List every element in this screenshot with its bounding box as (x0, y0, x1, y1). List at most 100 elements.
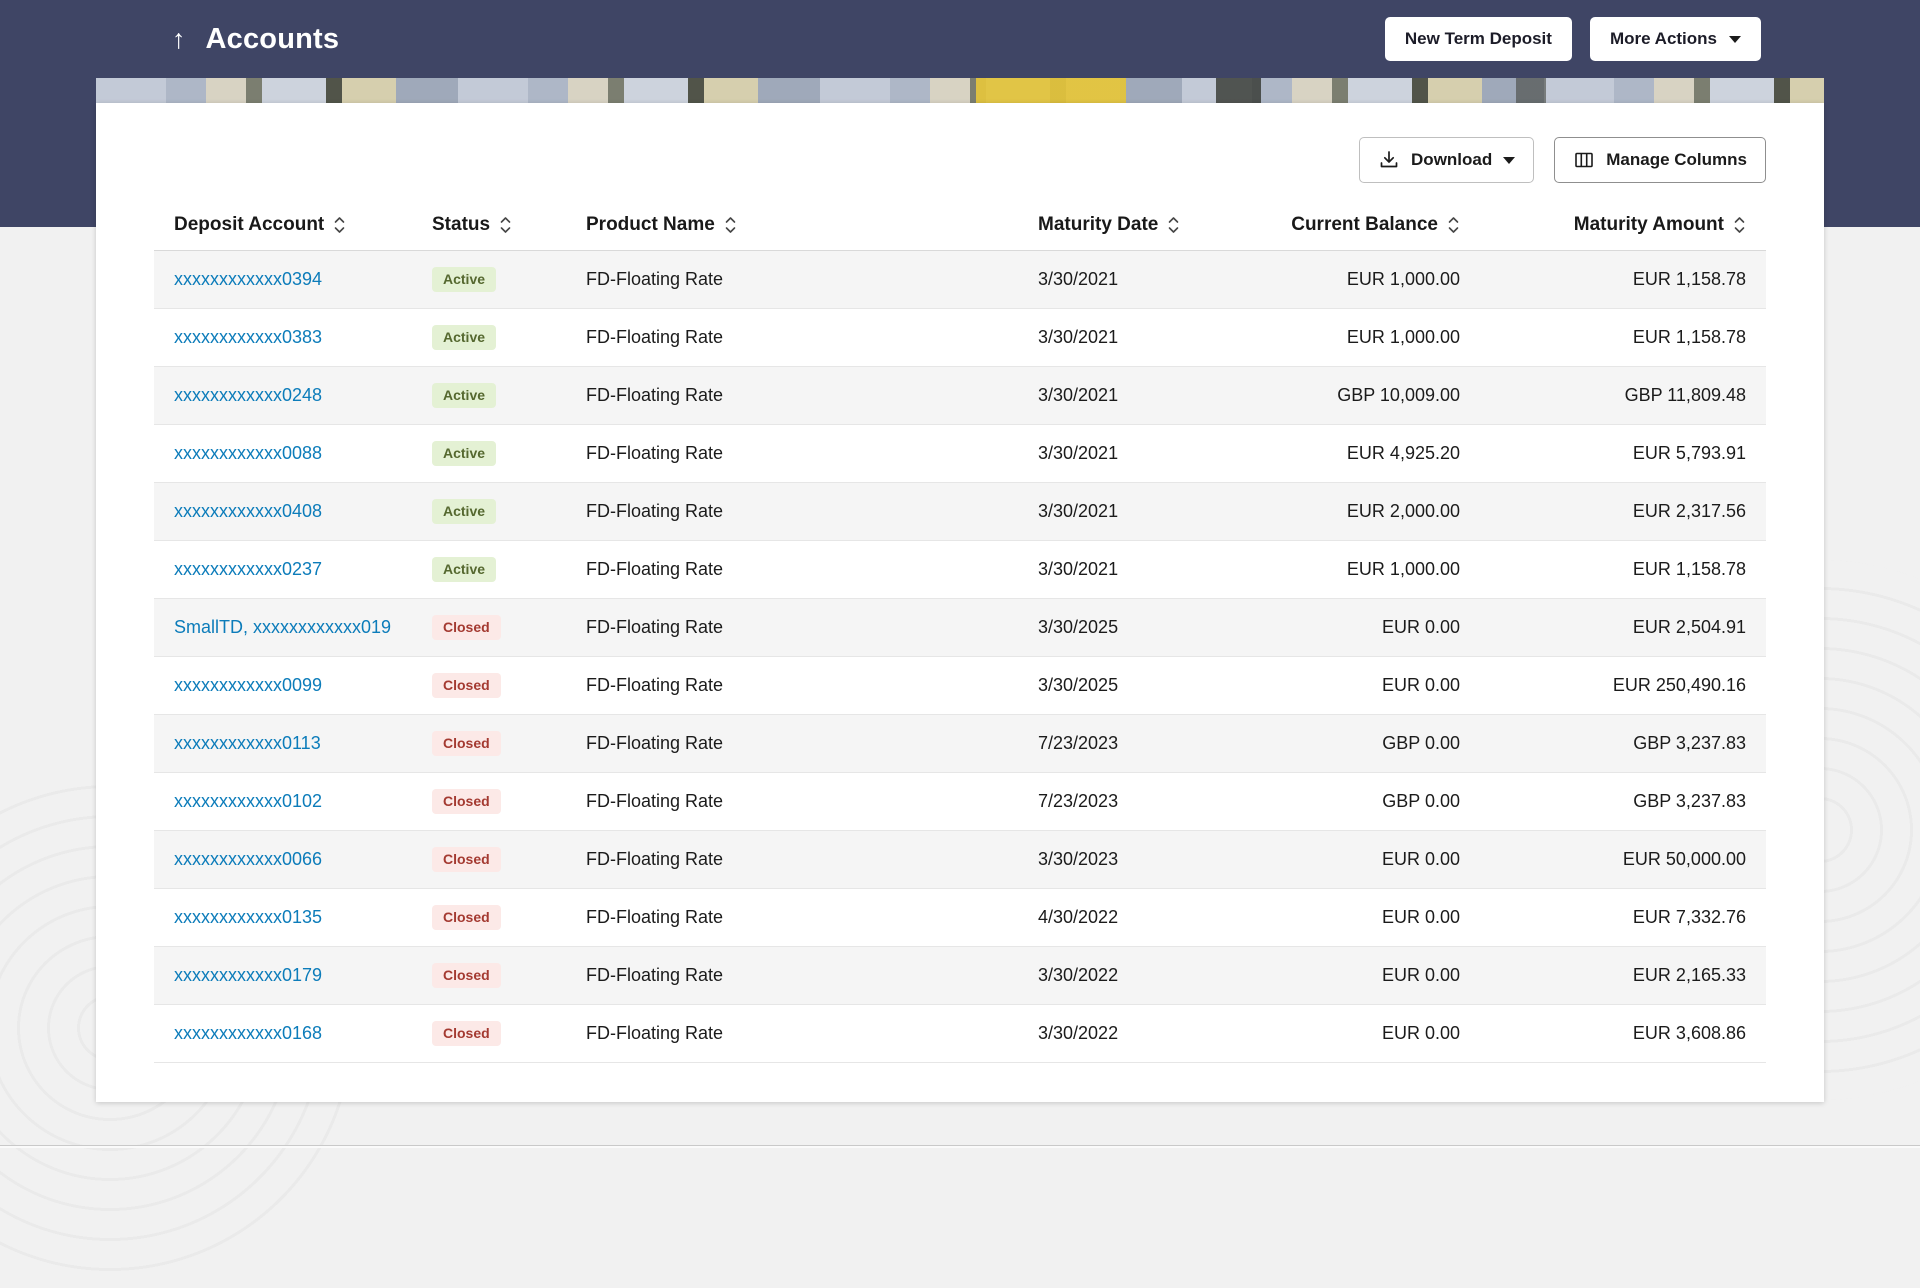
sort-icon[interactable] (499, 214, 512, 236)
product-name-cell: FD-Floating Rate (566, 888, 1018, 947)
maturity-amount-cell: EUR 2,165.33 (1460, 946, 1766, 1005)
deposit-account-link[interactable]: xxxxxxxxxxxx0237 (174, 559, 323, 579)
maturity-amount-cell: EUR 1,158.78 (1460, 540, 1766, 599)
columns-icon (1573, 149, 1595, 171)
column-header-status[interactable]: Status (412, 201, 566, 251)
current-balance-cell: EUR 0.00 (1286, 1004, 1460, 1063)
maturity-amount-cell: EUR 50,000.00 (1460, 830, 1766, 889)
status-badge: Closed (432, 963, 501, 988)
table-row: xxxxxxxxxxxx0113 Closed FD-Floating Rate 7/… (154, 714, 1766, 773)
maturity-date-cell: 3/30/2021 (1018, 424, 1286, 483)
product-name-cell: FD-Floating Rate (566, 250, 1018, 309)
maturity-date-cell: 3/30/2021 (1018, 482, 1286, 541)
table-body: xxxxxxxxxxxx0394 Active FD-Floating Rate 3/… (154, 250, 1766, 1063)
table-row: xxxxxxxxxxxx0179 Closed FD-Floating Rate 3/… (154, 946, 1766, 1005)
table-row: xxxxxxxxxxxx0408 Active FD-Floating Rate 3/… (154, 482, 1766, 541)
maturity-date-cell: 3/30/2023 (1018, 830, 1286, 889)
product-name-cell: FD-Floating Rate (566, 366, 1018, 425)
accounts-table: Deposit Account Status Product Name Maturit… (154, 201, 1766, 1063)
product-name-cell: FD-Floating Rate (566, 714, 1018, 773)
deposit-account-link[interactable]: xxxxxxxxxxxx0102 (174, 791, 323, 811)
status-badge: Closed (432, 731, 501, 756)
maturity-date-cell: 4/30/2022 (1018, 888, 1286, 947)
current-balance-cell: GBP 0.00 (1286, 772, 1460, 831)
product-name-cell: FD-Floating Rate (566, 830, 1018, 889)
new-term-deposit-button[interactable]: New Term Deposit (1384, 17, 1572, 61)
maturity-date-cell: 7/23/2023 (1018, 772, 1286, 831)
current-balance-cell: EUR 1,000.00 (1286, 250, 1460, 309)
status-badge: Active (432, 441, 497, 466)
column-header-account[interactable]: Deposit Account (154, 201, 412, 251)
table-toolbar: Download Manage Columns (154, 137, 1766, 183)
caret-down-icon (1503, 156, 1516, 164)
column-header-current_balance[interactable]: Current Balance (1286, 201, 1460, 251)
column-header-product[interactable]: Product Name (566, 201, 1018, 251)
deposit-account-link[interactable]: xxxxxxxxxxxx0179 (174, 965, 323, 985)
back-button[interactable]: ↑ (170, 22, 188, 57)
maturity-date-cell: 3/30/2025 (1018, 598, 1286, 657)
maturity-amount-cell: EUR 5,793.91 (1460, 424, 1766, 483)
table-header-row: Deposit Account Status Product Name Maturit… (154, 201, 1766, 251)
current-balance-cell: EUR 0.00 (1286, 888, 1460, 947)
current-balance-cell: GBP 0.00 (1286, 714, 1460, 773)
manage-columns-button[interactable]: Manage Columns (1554, 137, 1766, 183)
sort-icon[interactable] (724, 214, 737, 236)
current-balance-cell: EUR 1,000.00 (1286, 540, 1460, 599)
status-badge: Closed (432, 847, 501, 872)
table-row: xxxxxxxxxxxx0394 Active FD-Floating Rate 3/… (154, 250, 1766, 309)
sort-icon[interactable] (1167, 214, 1180, 236)
maturity-date-cell: 7/23/2023 (1018, 714, 1286, 773)
table-row: xxxxxxxxxxxx0099 Closed FD-Floating Rate 3/… (154, 656, 1766, 715)
deposit-account-link[interactable]: xxxxxxxxxxxx0408 (174, 501, 323, 521)
maturity-amount-cell: GBP 3,237.83 (1460, 714, 1766, 773)
deposit-account-link[interactable]: xxxxxxxxxxxx0113 (174, 733, 321, 753)
sort-icon[interactable] (1447, 214, 1460, 236)
column-header-maturity_amount[interactable]: Maturity Amount (1460, 201, 1766, 251)
maturity-date-cell: 3/30/2021 (1018, 308, 1286, 367)
table-row: xxxxxxxxxxxx0168 Closed FD-Floating Rate 3/… (154, 1004, 1766, 1063)
caret-down-icon (1729, 35, 1741, 43)
status-badge: Active (432, 557, 497, 582)
deposit-account-link[interactable]: xxxxxxxxxxxx0394 (174, 269, 323, 289)
table-row: xxxxxxxxxxxx0248 Active FD-Floating Rate 3/… (154, 366, 1766, 425)
sort-icon[interactable] (1733, 214, 1746, 236)
new-term-deposit-label: New Term Deposit (1404, 29, 1552, 48)
current-balance-cell: EUR 0.00 (1286, 598, 1460, 657)
status-badge: Closed (432, 905, 501, 930)
product-name-cell: FD-Floating Rate (566, 540, 1018, 599)
status-badge: Closed (432, 789, 501, 814)
deposit-account-link[interactable]: xxxxxxxxxxxx0066 (174, 849, 323, 869)
current-balance-cell: EUR 0.00 (1286, 656, 1460, 715)
product-name-cell: FD-Floating Rate (566, 308, 1018, 367)
current-balance-cell: EUR 0.00 (1286, 946, 1460, 1005)
current-balance-cell: EUR 2,000.00 (1286, 482, 1460, 541)
status-badge: Active (432, 267, 497, 292)
deposit-account-link[interactable]: xxxxxxxxxxxx0248 (174, 385, 323, 405)
deposit-account-link[interactable]: xxxxxxxxxxxx0383 (174, 327, 323, 347)
column-header-label: Status (432, 214, 491, 235)
product-name-cell: FD-Floating Rate (566, 946, 1018, 1005)
maturity-date-cell: 3/30/2021 (1018, 540, 1286, 599)
maturity-amount-cell: GBP 11,809.48 (1460, 366, 1766, 425)
column-header-maturity_date[interactable]: Maturity Date (1018, 201, 1286, 251)
deposit-account-link[interactable]: SmallTD, xxxxxxxxxxxx019 (174, 617, 392, 637)
maturity-amount-cell: EUR 1,158.78 (1460, 308, 1766, 367)
manage-columns-label: Manage Columns (1606, 150, 1747, 169)
deposit-account-link[interactable]: xxxxxxxxxxxx0135 (174, 907, 323, 927)
deposit-account-link[interactable]: xxxxxxxxxxxx0099 (174, 675, 323, 695)
download-icon (1378, 149, 1400, 171)
table-row: xxxxxxxxxxxx0088 Active FD-Floating Rate 3/… (154, 424, 1766, 483)
app-header: ↑ Accounts New Term Deposit More Actions (0, 0, 1920, 78)
maturity-date-cell: 3/30/2022 (1018, 1004, 1286, 1063)
more-actions-button[interactable]: More Actions (1589, 17, 1761, 61)
current-balance-cell: EUR 0.00 (1286, 830, 1460, 889)
sort-icon[interactable] (333, 214, 346, 236)
maturity-amount-cell: GBP 3,237.83 (1460, 772, 1766, 831)
column-header-label: Maturity Amount (1573, 214, 1724, 235)
maturity-amount-cell: EUR 3,608.86 (1460, 1004, 1766, 1063)
deposit-account-link[interactable]: xxxxxxxxxxxx0088 (174, 443, 323, 463)
maturity-date-cell: 3/30/2022 (1018, 946, 1286, 1005)
deposit-account-link[interactable]: xxxxxxxxxxxx0168 (174, 1023, 323, 1043)
table-row: SmallTD, xxxxxxxxxxxx019 Closed FD-Floatin… (154, 598, 1766, 657)
download-button[interactable]: Download (1359, 137, 1535, 183)
